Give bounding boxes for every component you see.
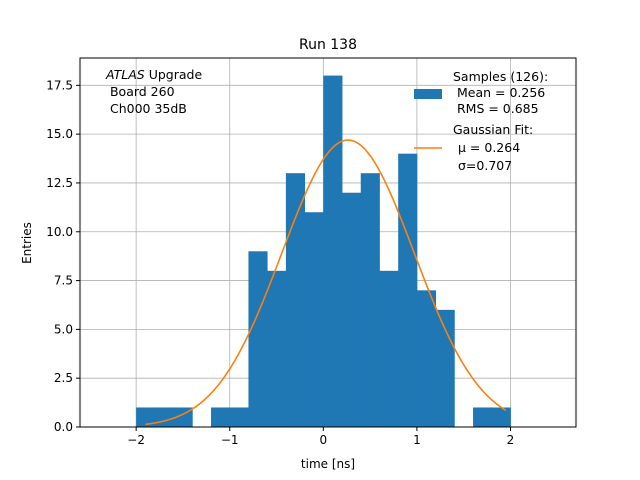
legend-fit-line-1: Gaussian Fit: [453, 122, 533, 137]
histogram-bar [491, 407, 511, 427]
legend-samples-swatch [414, 89, 442, 99]
histogram-bar [267, 270, 287, 427]
histogram-bar [248, 251, 268, 427]
y-tick-label: 7.5 [54, 274, 73, 288]
annotation-line-3: Ch000 35dB [106, 101, 187, 116]
legend-fit-line-3: σ=0.707 [458, 158, 512, 173]
histogram-bar [360, 173, 380, 427]
y-axis-label: Entries [20, 222, 34, 264]
y-tick-label: 15.0 [46, 127, 73, 141]
histogram-bars [136, 75, 511, 428]
y-axis-ticks: 0.0 2.5 5.0 7.5 10.0 12.5 15.0 17.5 [46, 78, 80, 434]
y-tick-label: 17.5 [46, 78, 73, 92]
histogram-bar [154, 407, 174, 427]
histogram-bar [323, 75, 343, 428]
annotation-line-2: Board 260 [106, 84, 175, 99]
annotation-atlas: ATLAS [105, 67, 145, 82]
legend-samples-line-3: RMS = 0.685 [453, 101, 539, 116]
x-tick-label: 1 [413, 433, 421, 447]
histogram-bar [398, 153, 418, 427]
y-tick-label: 5.0 [54, 322, 73, 336]
annotation-line-1: ATLAS Upgrade [105, 67, 202, 82]
x-tick-label: 0 [320, 433, 328, 447]
histogram-bar [285, 173, 306, 427]
histogram-bar [211, 407, 231, 427]
legend-fit-line-2: μ = 0.264 [458, 140, 520, 155]
chart-title: Run 138 [299, 37, 357, 53]
annotation-upgrade: Upgrade [145, 67, 203, 82]
histogram-bar [473, 407, 493, 427]
plot-frame [79, 57, 577, 428]
histogram-bar [136, 407, 156, 427]
y-tick-label: 0.0 [54, 420, 73, 434]
gaussian-fit-curve [145, 139, 507, 426]
legend: Samples (126): Mean = 0.256 RMS = 0.685 … [414, 69, 548, 173]
histogram-bar [342, 192, 362, 427]
y-tick-label: 12.5 [46, 176, 73, 190]
board-annotation: ATLAS Upgrade Board 260 Ch000 35dB [105, 67, 202, 116]
histogram-bar [416, 290, 437, 427]
histogram-bar [304, 212, 324, 427]
histogram-bar [379, 270, 399, 427]
x-tick-label: −1 [221, 433, 239, 447]
x-axis-ticks: −2 −1 0 1 2 [127, 427, 514, 447]
y-tick-label: 10.0 [46, 225, 73, 239]
legend-samples-line-1: Samples (126): [453, 69, 548, 84]
x-tick-label: 2 [507, 433, 515, 447]
histogram-bar [229, 407, 249, 427]
y-tick-label: 2.5 [54, 371, 73, 385]
legend-samples-line-2: Mean = 0.256 [453, 85, 545, 100]
x-axis-label: time [ns] [301, 457, 355, 471]
x-tick-label: −2 [127, 433, 145, 447]
